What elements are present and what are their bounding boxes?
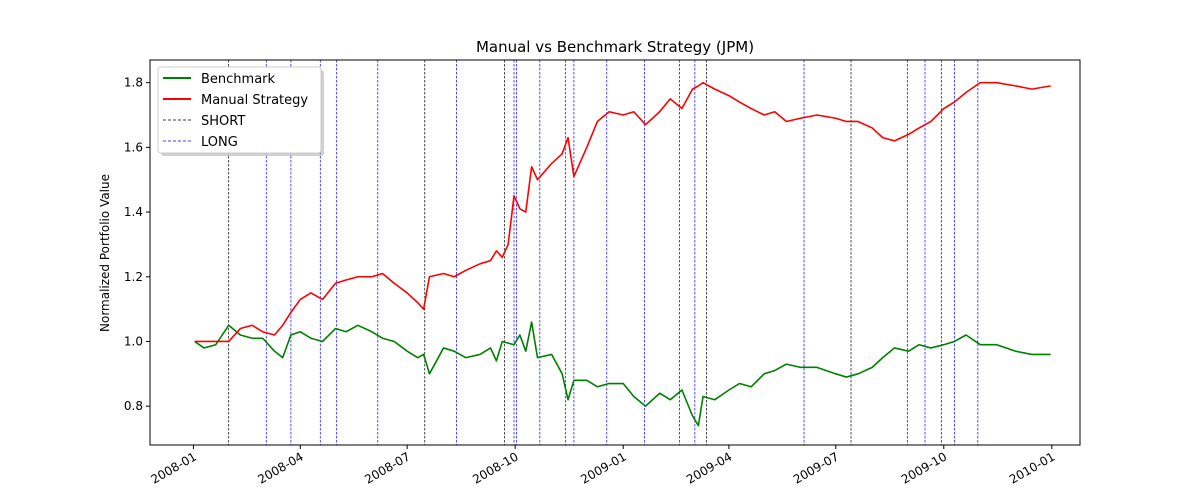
y-tick-label: 1.2 bbox=[124, 270, 143, 284]
x-tick-label: 2008-01 bbox=[149, 449, 199, 486]
y-tick-label: 0.8 bbox=[124, 399, 143, 413]
y-tick-label: 1.8 bbox=[124, 76, 143, 90]
x-tick-label: 2010-01 bbox=[1007, 449, 1057, 486]
y-axis: 0.8 1.0 1.2 1.4 1.6 1.8 bbox=[124, 76, 150, 413]
legend: Benchmark Manual Strategy SHORT LONG bbox=[157, 66, 324, 156]
y-tick-label: 1.6 bbox=[124, 140, 143, 154]
manual-strategy-line bbox=[194, 81, 1051, 343]
legend-label-short: SHORT bbox=[201, 114, 245, 129]
x-axis: 2008-01 2008-04 2008-07 2008-10 2009-01 2009-… bbox=[149, 445, 1057, 487]
benchmark-line bbox=[194, 321, 1051, 427]
x-tick-label: 2009-07 bbox=[791, 449, 841, 486]
series-lines bbox=[194, 81, 1051, 427]
y-axis-label: Normalized Portfolio Value bbox=[98, 174, 112, 332]
chart-title: Manual vs Benchmark Strategy (JPM) bbox=[476, 38, 754, 56]
x-tick-label: 2008-07 bbox=[362, 449, 412, 486]
legend-label-manual-strategy: Manual Strategy bbox=[201, 93, 308, 108]
plot-frame bbox=[149, 59, 1081, 446]
y-tick-label: 1.0 bbox=[124, 334, 143, 348]
x-tick-label: 2009-01 bbox=[578, 449, 628, 486]
x-tick-label: 2009-10 bbox=[899, 449, 949, 486]
signal-lines bbox=[228, 60, 979, 445]
legend-label-long: LONG bbox=[201, 135, 238, 150]
y-tick-label: 1.4 bbox=[124, 205, 143, 219]
x-tick-label: 2009-04 bbox=[684, 449, 734, 486]
x-tick-label: 2008-04 bbox=[255, 449, 305, 486]
x-tick-label: 2008-10 bbox=[470, 449, 520, 486]
legend-label-benchmark: Benchmark bbox=[201, 72, 276, 87]
legend-box bbox=[157, 66, 322, 154]
